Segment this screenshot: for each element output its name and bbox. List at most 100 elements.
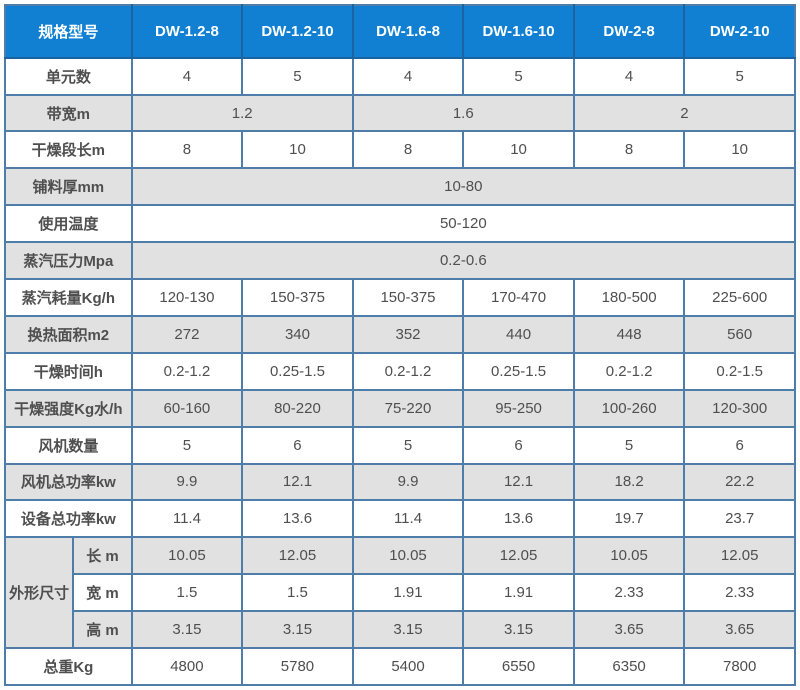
spec-cell: 5 <box>683 56 796 96</box>
spec-cell: 440 <box>462 314 575 354</box>
table-row-steam-consumption: 蒸汽耗量Kg/h 120-130 150-375 150-375 170-470… <box>4 278 796 317</box>
spec-cell: 11.4 <box>351 499 465 539</box>
row-label: 带宽m <box>4 93 133 133</box>
spec-table: 规格型号 DW-1.2-8 DW-1.2-10 DW-1.6-8 DW-1.6-… <box>3 4 797 687</box>
spec-cell: 12.1 <box>241 462 354 502</box>
spec-cell: 0.2-1.5 <box>683 351 796 391</box>
spec-cell: 560 <box>683 314 796 354</box>
table-row-steam-pressure: 蒸汽压力Mpa 0.2-0.6 <box>4 241 797 281</box>
table-row-unit-count: 单元数 4 5 4 5 4 5 <box>4 56 796 96</box>
spec-cell: 448 <box>572 314 686 354</box>
spec-cell: 19.7 <box>572 499 686 539</box>
spec-cell: 340 <box>241 314 354 354</box>
model-header: DW-1.2-10 <box>241 4 354 59</box>
spec-cell: 3.15 <box>130 610 244 649</box>
spec-cell: 3.15 <box>241 610 354 649</box>
spec-cell: 2.33 <box>572 573 686 613</box>
table-row-material-thickness: 铺料厚mm 10-80 <box>4 167 797 207</box>
table-row-heat-exchange-area: 换热面积m2 272 340 352 440 448 560 <box>4 314 796 354</box>
row-label: 蒸汽耗量Kg/h <box>4 278 133 317</box>
spec-cell: 1.2 <box>130 93 354 133</box>
row-label-dimensions: 外形尺寸 <box>3 536 75 649</box>
spec-cell: 100-260 <box>572 388 686 428</box>
spec-cell: 50-120 <box>130 204 797 244</box>
table-row-drying-intensity: 干燥强度Kg水/h 60-160 80-220 75-220 95-250 10… <box>4 388 796 428</box>
table-row-belt-width: 带宽m 1.2 1.6 2 <box>4 93 797 133</box>
header-label: 规格型号 <box>4 4 133 59</box>
spec-cell: 5 <box>241 56 354 96</box>
spec-cell: 95-250 <box>462 388 575 428</box>
row-label: 干燥时间h <box>4 351 133 391</box>
spec-cell: 3.15 <box>462 610 575 649</box>
spec-cell: 6 <box>462 425 575 465</box>
spec-cell: 8 <box>351 130 465 170</box>
row-label: 蒸汽压力Mpa <box>4 241 133 281</box>
spec-cell: 0.25-1.5 <box>462 351 575 391</box>
spec-cell: 23.7 <box>683 499 796 539</box>
spec-cell: 4 <box>130 56 244 96</box>
spec-cell: 10 <box>241 130 354 170</box>
spec-cell: 120-300 <box>683 388 796 428</box>
spec-cell: 6 <box>683 425 796 465</box>
spec-cell: 10.05 <box>572 536 686 576</box>
spec-cell: 60-160 <box>130 388 244 428</box>
spec-cell: 352 <box>351 314 465 354</box>
spec-cell: 0.25-1.5 <box>241 351 354 391</box>
spec-cell: 8 <box>572 130 686 170</box>
header-row: 规格型号 DW-1.2-8 DW-1.2-10 DW-1.6-8 DW-1.6-… <box>4 4 796 59</box>
spec-cell: 3.65 <box>572 610 686 649</box>
spec-cell: 10.05 <box>130 536 244 576</box>
row-label: 单元数 <box>4 56 133 96</box>
spec-cell: 5 <box>462 56 575 96</box>
table-row-dimension-length: 外形尺寸 长 m 10.05 12.05 10.05 12.05 10.05 1… <box>3 536 796 649</box>
row-label: 风机数量 <box>4 425 133 465</box>
spec-cell: 13.6 <box>462 499 575 539</box>
sub-row-label: 宽 m <box>72 573 133 613</box>
spec-cell: 6350 <box>572 646 686 687</box>
spec-cell: 12.05 <box>241 536 354 576</box>
model-header: DW-2-8 <box>572 4 686 59</box>
spec-cell: 225-600 <box>683 278 796 317</box>
spec-cell: 5 <box>130 425 244 465</box>
spec-cell: 120-130 <box>130 278 244 317</box>
spec-cell: 180-500 <box>572 278 686 317</box>
spec-cell: 0.2-1.2 <box>130 351 244 391</box>
spec-cell: 0.2-1.2 <box>351 351 465 391</box>
spec-cell: 0.2-0.6 <box>130 241 797 281</box>
table-row-drying-section-length: 干燥段长m 8 10 8 10 8 10 <box>4 130 796 170</box>
model-header: DW-1.2-8 <box>130 4 244 59</box>
row-label: 风机总功率kw <box>4 462 133 502</box>
row-label: 总重Kg <box>4 646 133 687</box>
spec-cell: 75-220 <box>351 388 465 428</box>
table-row-dimension-height: 高 m 3.15 3.15 3.15 3.15 3.65 3.65 <box>5 610 796 649</box>
spec-cell: 9.9 <box>351 462 465 502</box>
spec-cell: 0.2-1.2 <box>572 351 686 391</box>
spec-cell: 10-80 <box>130 167 797 207</box>
row-label: 使用温度 <box>4 204 133 244</box>
spec-cell: 22.2 <box>683 462 796 502</box>
spec-cell: 10.05 <box>351 536 465 576</box>
spec-cell: 12.05 <box>462 536 575 576</box>
spec-cell: 5 <box>572 425 686 465</box>
table-row-drying-time: 干燥时间h 0.2-1.2 0.25-1.5 0.2-1.2 0.25-1.5 … <box>4 351 796 391</box>
spec-cell: 5 <box>351 425 465 465</box>
spec-cell: 3.65 <box>683 610 796 649</box>
spec-cell: 12.05 <box>683 536 796 576</box>
spec-cell: 6 <box>241 425 354 465</box>
spec-cell: 1.6 <box>351 93 575 133</box>
spec-cell: 3.15 <box>351 610 465 649</box>
table-row-fan-total-power: 风机总功率kw 9.9 12.1 9.9 12.1 18.2 22.2 <box>4 462 796 502</box>
spec-cell: 13.6 <box>241 499 354 539</box>
spec-cell: 1.5 <box>241 573 354 613</box>
spec-cell: 12.1 <box>462 462 575 502</box>
spec-cell: 5400 <box>351 646 465 687</box>
spec-cell: 4 <box>572 56 686 96</box>
model-header: DW-1.6-10 <box>462 4 575 59</box>
spec-cell: 150-375 <box>241 278 354 317</box>
row-label: 干燥段长m <box>4 130 133 170</box>
model-header: DW-1.6-8 <box>351 4 465 59</box>
model-header: DW-2-10 <box>683 4 796 59</box>
table-row-dimension-width: 宽 m 1.5 1.5 1.91 1.91 2.33 2.33 <box>5 573 796 613</box>
table-row-operating-temperature: 使用温度 50-120 <box>4 204 797 244</box>
spec-cell: 18.2 <box>572 462 686 502</box>
